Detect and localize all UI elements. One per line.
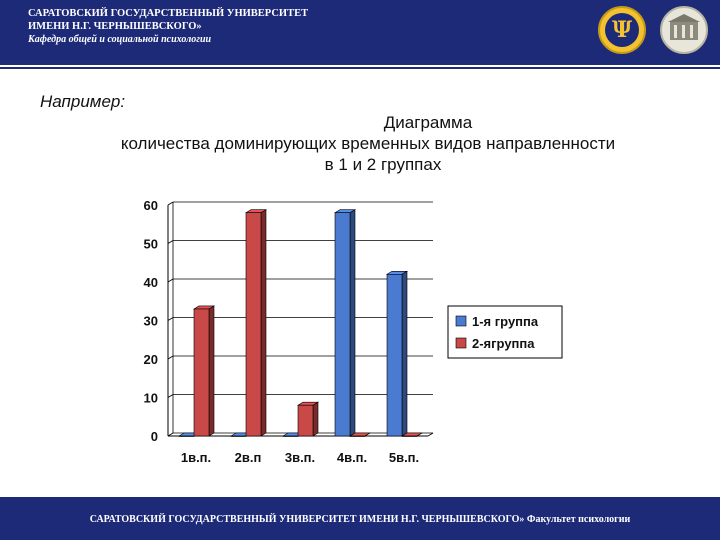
bar-1-5 xyxy=(386,274,403,437)
bar-1-2 xyxy=(230,435,247,437)
legend-swatch xyxy=(455,315,467,327)
psi-glyph: Ψ xyxy=(611,17,633,43)
chart-title-line1: Диаграмма xyxy=(383,113,473,132)
gridline-depth xyxy=(167,201,174,206)
header-divider xyxy=(0,67,720,69)
psychology-faculty-logo-icon: Ψ xyxy=(598,6,646,54)
slide-header: САРАТОВСКИЙ ГОСУДАРСТВЕННЫЙ УНИВЕРСИТЕТ … xyxy=(0,0,720,65)
bar-side-2-4 xyxy=(364,432,371,437)
y-tick-label: 0 xyxy=(151,429,158,444)
y-tick-label: 50 xyxy=(144,237,158,252)
bar-1-1 xyxy=(178,435,195,437)
bar-side-1-5 xyxy=(401,270,408,437)
y-tick-label: 40 xyxy=(144,275,158,290)
x-tick-label: 4в.п. xyxy=(337,450,367,465)
bar-chart: 0 10 20 30 40 50 60 1в.п. 2в.п 3в.п. 4в.п. 5в.п. 1-я… xyxy=(144,198,563,465)
footer-text: САРАТОВСКИЙ ГОСУДАРСТВЕННЫЙ УНИВЕРСИТЕТ … xyxy=(89,514,631,525)
y-tick-label: 30 xyxy=(144,314,158,329)
gridline-depth xyxy=(167,240,174,244)
legend-swatch xyxy=(455,337,467,349)
header-university-line1: САРАТОВСКИЙ ГОСУДАРСТВЕННЫЙ УНИВЕРСИТЕТ xyxy=(28,8,309,19)
university-building-logo-icon xyxy=(660,6,708,54)
bar-side-1-4 xyxy=(349,209,356,437)
header-university-line2: ИМЕНИ Н.Г. ЧЕРНЫШЕВСКОГО» xyxy=(28,21,202,32)
x-tick-label: 5в.п. xyxy=(389,450,419,465)
bar-1-3 xyxy=(282,435,299,437)
bar-side-2-1 xyxy=(208,305,215,437)
bar-1-4 xyxy=(334,212,351,437)
bar-2-5 xyxy=(401,435,418,437)
bar-side-2-3 xyxy=(312,401,319,437)
y-tick-label: 10 xyxy=(144,391,158,406)
legend-label: 2-ягруппа xyxy=(472,336,535,351)
y-tick-label: 60 xyxy=(144,198,158,213)
bar-2-2 xyxy=(245,212,262,437)
slide-footer: САРАТОВСКИЙ ГОСУДАРСТВЕННЫЙ УНИВЕРСИТЕТ … xyxy=(0,497,720,540)
legend-box xyxy=(447,305,563,359)
gridline-depth xyxy=(167,317,174,321)
chart-title-line2: количества доминирующих временных видов … xyxy=(120,134,616,153)
x-tick-label: 2в.п xyxy=(235,450,262,465)
legend-label: 1-я группа xyxy=(472,314,539,329)
header-department: Кафедра общей и социальной психологии xyxy=(28,34,212,45)
x-tick-label: 3в.п. xyxy=(285,450,315,465)
gridline-depth xyxy=(167,394,174,398)
x-tick-label: 1в.п. xyxy=(181,450,211,465)
y-tick-label: 20 xyxy=(144,352,158,367)
bar-2-1 xyxy=(193,308,210,437)
example-label: Например: xyxy=(40,92,126,111)
bar-2-4 xyxy=(349,435,366,437)
chart-title: Диаграмма количества доминирующих времен… xyxy=(60,112,676,175)
x-axis-depth xyxy=(427,432,434,437)
bar-side-2-2 xyxy=(260,209,267,437)
bar-2-3 xyxy=(297,404,314,437)
chart-title-line3: в 1 и 2 группах xyxy=(324,155,442,174)
bar-side-2-5 xyxy=(416,432,423,437)
header-text: САРАТОВСКИЙ ГОСУДАРСТВЕННЫЙ УНИВЕРСИТЕТ … xyxy=(28,7,308,46)
gridline-depth xyxy=(167,278,174,283)
gridline-depth xyxy=(167,355,174,360)
